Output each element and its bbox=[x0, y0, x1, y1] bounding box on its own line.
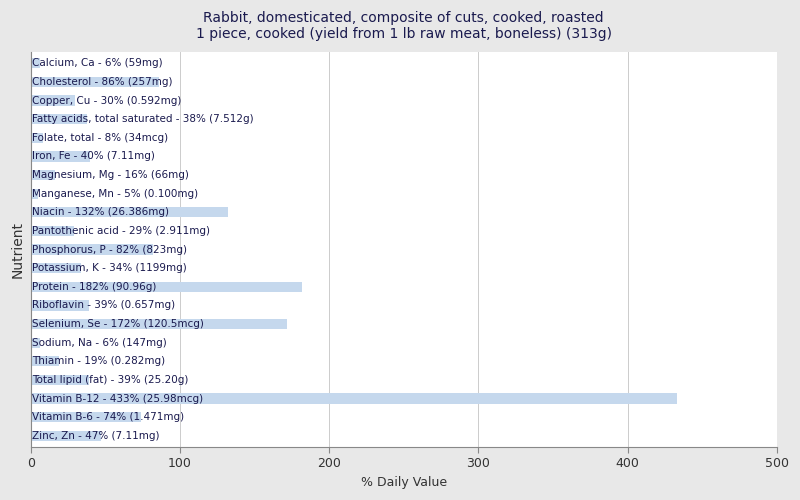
Bar bbox=[30, 430, 101, 441]
Text: Copper, Cu - 30% (0.592mg): Copper, Cu - 30% (0.592mg) bbox=[32, 96, 182, 106]
Bar bbox=[30, 394, 677, 404]
Bar bbox=[30, 207, 228, 218]
Bar bbox=[30, 96, 75, 106]
Text: Pantothenic acid - 29% (2.911mg): Pantothenic acid - 29% (2.911mg) bbox=[32, 226, 210, 236]
Bar bbox=[30, 58, 40, 68]
Bar bbox=[30, 244, 153, 254]
Text: Selenium, Se - 172% (120.5mcg): Selenium, Se - 172% (120.5mcg) bbox=[32, 319, 204, 329]
Bar bbox=[30, 77, 159, 87]
Text: Phosphorus, P - 82% (823mg): Phosphorus, P - 82% (823mg) bbox=[32, 244, 187, 254]
Bar bbox=[30, 300, 89, 310]
Text: Iron, Fe - 40% (7.11mg): Iron, Fe - 40% (7.11mg) bbox=[32, 152, 155, 162]
Bar bbox=[30, 188, 38, 199]
Text: Cholesterol - 86% (257mg): Cholesterol - 86% (257mg) bbox=[32, 77, 173, 87]
Text: Fatty acids, total saturated - 38% (7.512g): Fatty acids, total saturated - 38% (7.51… bbox=[32, 114, 254, 124]
Text: Potassium, K - 34% (1199mg): Potassium, K - 34% (1199mg) bbox=[32, 263, 187, 273]
Text: Niacin - 132% (26.386mg): Niacin - 132% (26.386mg) bbox=[32, 208, 169, 218]
Text: Magnesium, Mg - 16% (66mg): Magnesium, Mg - 16% (66mg) bbox=[32, 170, 189, 180]
Bar bbox=[30, 282, 302, 292]
Bar bbox=[30, 226, 74, 236]
X-axis label: % Daily Value: % Daily Value bbox=[361, 476, 447, 489]
Bar bbox=[30, 338, 40, 348]
Text: Riboflavin - 39% (0.657mg): Riboflavin - 39% (0.657mg) bbox=[32, 300, 175, 310]
Text: Zinc, Zn - 47% (7.11mg): Zinc, Zn - 47% (7.11mg) bbox=[32, 430, 160, 440]
Bar bbox=[30, 114, 87, 124]
Text: Protein - 182% (90.96g): Protein - 182% (90.96g) bbox=[32, 282, 157, 292]
Bar bbox=[30, 375, 89, 385]
Bar bbox=[30, 356, 59, 366]
Title: Rabbit, domesticated, composite of cuts, cooked, roasted
1 piece, cooked (yield : Rabbit, domesticated, composite of cuts,… bbox=[196, 11, 612, 42]
Text: Sodium, Na - 6% (147mg): Sodium, Na - 6% (147mg) bbox=[32, 338, 167, 347]
Bar bbox=[30, 170, 54, 180]
Text: Manganese, Mn - 5% (0.100mg): Manganese, Mn - 5% (0.100mg) bbox=[32, 188, 198, 198]
Bar bbox=[30, 132, 42, 143]
Bar bbox=[30, 263, 82, 274]
Text: Thiamin - 19% (0.282mg): Thiamin - 19% (0.282mg) bbox=[32, 356, 166, 366]
Bar bbox=[30, 412, 141, 422]
Text: Folate, total - 8% (34mcg): Folate, total - 8% (34mcg) bbox=[32, 133, 168, 143]
Text: Vitamin B-12 - 433% (25.98mcg): Vitamin B-12 - 433% (25.98mcg) bbox=[32, 394, 203, 404]
Bar bbox=[30, 152, 90, 162]
Bar bbox=[30, 319, 287, 329]
Text: Vitamin B-6 - 74% (1.471mg): Vitamin B-6 - 74% (1.471mg) bbox=[32, 412, 184, 422]
Text: Calcium, Ca - 6% (59mg): Calcium, Ca - 6% (59mg) bbox=[32, 58, 162, 68]
Y-axis label: Nutrient: Nutrient bbox=[11, 221, 25, 278]
Text: Total lipid (fat) - 39% (25.20g): Total lipid (fat) - 39% (25.20g) bbox=[32, 375, 189, 385]
